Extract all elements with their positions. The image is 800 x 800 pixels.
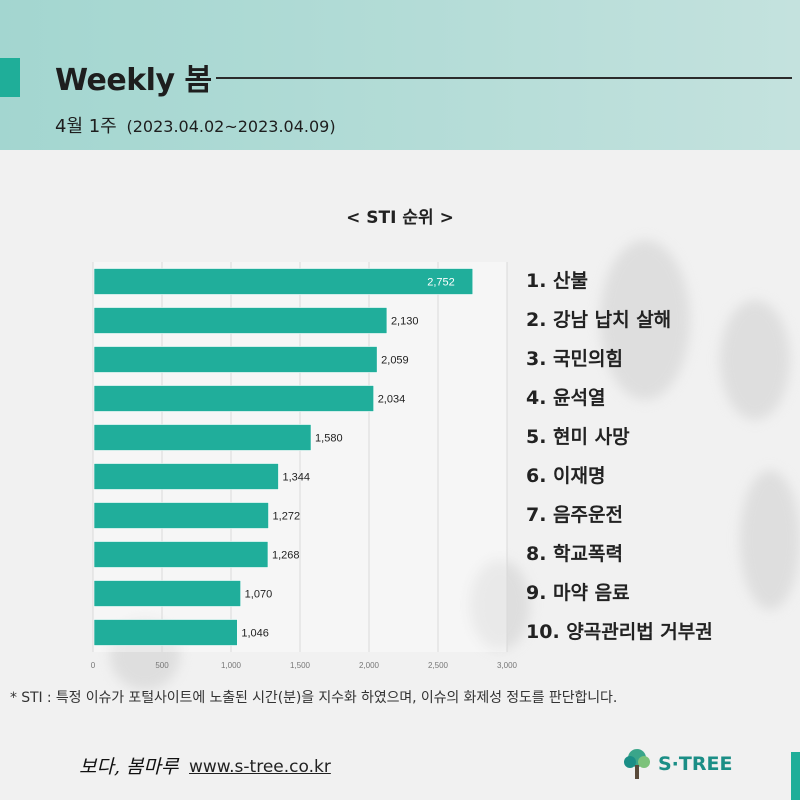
bar (93, 619, 238, 646)
bar (93, 541, 269, 568)
x-tick-label: 3,000 (497, 661, 518, 670)
tree-icon (624, 749, 650, 779)
data-label: 2,059 (381, 355, 409, 367)
rank-item: 7. 음주운전 (526, 504, 623, 526)
date-range: (2023.04.02~2023.04.09) (126, 117, 336, 136)
chart-title: < STI 순위 > (346, 208, 454, 228)
corner-accent (791, 752, 800, 800)
week-label: 4월 1주 (55, 116, 117, 137)
bar (93, 424, 312, 451)
background-figure (720, 300, 790, 420)
data-label: 2,034 (378, 394, 406, 406)
rank-item: 5. 현미 사망 (526, 426, 630, 448)
bar (93, 502, 269, 529)
brand-signature: 보다, 봄마루 (79, 756, 179, 778)
rank-item: 8. 학교폭력 (526, 543, 623, 565)
website-link[interactable]: www.s-tree.co.kr (189, 757, 331, 777)
rank-item: 2. 강남 납치 살해 (526, 309, 672, 331)
bar (93, 580, 241, 607)
x-tick-label: 1,500 (290, 661, 311, 670)
rank-item: 1. 산불 (526, 270, 589, 292)
rank-item: 6. 이재명 (526, 465, 606, 487)
x-tick-label: 2,500 (428, 661, 449, 670)
rank-item: 3. 국민의힘 (526, 348, 623, 370)
data-label: 1,268 (272, 550, 300, 562)
data-label: 1,272 (273, 511, 301, 523)
x-tick-label: 0 (91, 661, 96, 670)
data-label: 1,046 (241, 628, 269, 640)
stree-logo: S·TREE (622, 746, 732, 782)
data-label: 2,130 (391, 316, 419, 328)
bar (93, 463, 279, 490)
data-label: 1,580 (315, 433, 343, 445)
bar (93, 346, 378, 373)
data-label: 2,752 (427, 277, 455, 289)
week-subtitle: 4월 1주 (2023.04.02~2023.04.09) (55, 112, 336, 138)
x-tick-label: 2,000 (359, 661, 380, 670)
accent-bar (0, 58, 20, 97)
rank-item: 9. 마약 음료 (526, 582, 630, 604)
bar (93, 268, 474, 295)
data-label: 1,344 (282, 472, 310, 484)
background-figure (470, 560, 530, 650)
background-figure (600, 240, 690, 400)
page-title: Weekly 봄 (55, 63, 212, 98)
bar (93, 307, 388, 334)
x-tick-label: 500 (155, 661, 169, 670)
data-label: 1,070 (245, 589, 273, 601)
rank-item: 10. 양곡관리법 거부권 (526, 621, 713, 643)
header-banner: Weekly 봄 4월 1주 (2023.04.02~2023.04.09) (0, 0, 800, 150)
logo-text: S·TREE (658, 753, 733, 775)
rank-list: 1. 산불 2. 강남 납치 살해 3. 국민의힘 4. 윤석열 5. 현미 사망 6. … (526, 266, 713, 656)
footnote: * STI : 특정 이슈가 포털사이트에 노출된 시간(분)을 지수화 하였으… (10, 690, 618, 706)
bar (93, 385, 374, 412)
rank-item: 4. 윤석열 (526, 387, 606, 409)
background-figure (740, 470, 800, 610)
title-divider (216, 77, 792, 79)
x-tick-label: 1,000 (221, 661, 242, 670)
